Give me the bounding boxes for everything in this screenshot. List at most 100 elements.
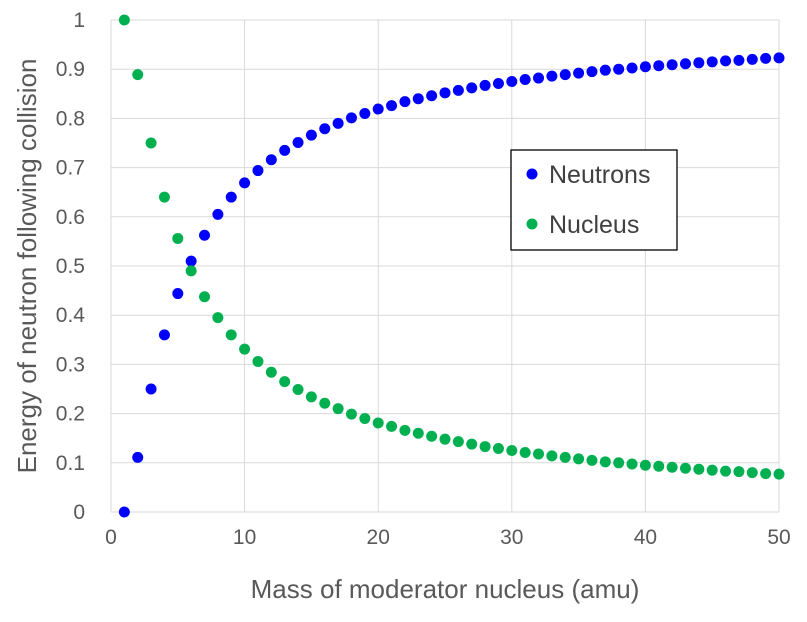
point-neutrons	[332, 117, 344, 129]
point-nucleus	[252, 355, 264, 367]
point-neutrons	[533, 72, 545, 84]
point-nucleus	[479, 441, 491, 453]
point-nucleus	[386, 420, 398, 432]
point-nucleus	[199, 291, 211, 303]
point-neutrons	[252, 165, 264, 177]
point-nucleus	[533, 448, 545, 460]
y-tick-label: 0.7	[56, 157, 85, 180]
point-neutrons	[679, 58, 691, 70]
point-neutrons	[746, 53, 758, 65]
point-nucleus	[412, 427, 424, 439]
point-neutrons	[118, 506, 130, 518]
x-tick-label: 20	[367, 526, 390, 549]
point-nucleus	[546, 450, 558, 462]
point-nucleus	[332, 403, 344, 415]
y-tick-label: 0.1	[56, 452, 85, 475]
point-nucleus	[279, 376, 291, 388]
x-tick-label: 30	[500, 526, 523, 549]
point-nucleus	[426, 430, 438, 442]
point-nucleus	[305, 391, 317, 403]
legend-label-neutrons: Neutrons	[549, 161, 650, 189]
y-tick-label: 0.5	[56, 255, 85, 278]
point-neutrons	[158, 329, 170, 341]
point-nucleus	[599, 456, 611, 468]
point-nucleus	[452, 436, 464, 448]
point-neutrons	[386, 100, 398, 112]
point-neutrons	[492, 77, 504, 89]
point-nucleus	[265, 366, 277, 378]
x-tick-label: 50	[767, 526, 790, 549]
point-neutrons	[172, 288, 184, 300]
point-neutrons	[212, 208, 224, 220]
tick-labels: 0 10 20 30 40 50 0 0.1 0.2 0.3 0.4 0.5 0.6 0.7 0.8 0.9 1	[56, 9, 791, 549]
y-tick-label: 0.3	[56, 353, 85, 376]
point-nucleus	[626, 458, 638, 470]
y-tick-label: 0.2	[56, 403, 85, 426]
point-nucleus	[586, 454, 598, 466]
y-axis-label: Energy of neutron following collision	[12, 59, 42, 474]
x-tick-label: 10	[233, 526, 256, 549]
point-neutrons	[279, 144, 291, 156]
point-nucleus	[399, 424, 411, 436]
point-neutrons	[586, 66, 598, 78]
legend-label-nucleus: Nucleus	[549, 211, 639, 239]
point-neutrons	[412, 93, 424, 105]
point-nucleus	[773, 468, 785, 480]
point-nucleus	[212, 312, 224, 324]
point-nucleus	[653, 460, 665, 472]
point-nucleus	[372, 417, 384, 429]
point-nucleus	[145, 137, 157, 149]
point-nucleus	[319, 397, 331, 409]
point-neutrons	[693, 57, 705, 69]
point-neutrons	[613, 63, 625, 75]
legend-marker-nucleus	[526, 218, 538, 230]
x-tick-label: 0	[105, 526, 117, 549]
point-nucleus	[292, 383, 304, 395]
point-neutrons	[773, 52, 785, 64]
point-neutrons	[225, 191, 237, 203]
point-neutrons	[760, 52, 772, 64]
x-axis-label: Mass of moderator nucleus (amu)	[251, 574, 640, 604]
point-nucleus	[506, 445, 518, 456]
point-nucleus	[746, 467, 758, 479]
point-neutrons	[132, 451, 144, 463]
y-tick-label: 0.9	[56, 58, 85, 81]
point-nucleus	[185, 265, 197, 277]
point-nucleus	[519, 446, 531, 458]
point-nucleus	[225, 329, 237, 341]
y-tick-label: 0	[73, 501, 85, 524]
point-neutrons	[466, 82, 478, 94]
point-nucleus	[239, 343, 251, 355]
point-nucleus	[172, 232, 184, 244]
point-nucleus	[559, 451, 571, 463]
point-nucleus	[345, 408, 357, 420]
point-neutrons	[305, 129, 317, 141]
point-nucleus	[706, 464, 718, 476]
point-nucleus	[639, 459, 651, 471]
point-neutrons	[292, 137, 304, 149]
point-neutrons	[426, 90, 438, 102]
point-neutrons	[359, 107, 371, 119]
point-neutrons	[399, 96, 411, 108]
point-nucleus	[733, 466, 745, 478]
point-neutrons	[345, 112, 357, 124]
point-nucleus	[666, 461, 678, 473]
point-nucleus	[158, 191, 170, 203]
point-neutrons	[720, 55, 732, 67]
point-neutrons	[319, 123, 331, 135]
point-neutrons	[452, 84, 464, 96]
point-neutrons	[733, 54, 745, 66]
point-neutrons	[519, 74, 531, 86]
point-nucleus	[439, 433, 451, 445]
point-neutrons	[145, 383, 157, 395]
point-nucleus	[466, 438, 478, 450]
point-neutrons	[546, 70, 558, 82]
point-neutrons	[199, 229, 211, 241]
point-neutrons	[439, 87, 451, 99]
point-neutrons	[479, 79, 491, 91]
point-nucleus	[573, 453, 585, 465]
point-neutrons	[599, 64, 611, 76]
point-nucleus	[118, 14, 130, 26]
point-nucleus	[693, 463, 705, 475]
point-nucleus	[613, 457, 625, 469]
